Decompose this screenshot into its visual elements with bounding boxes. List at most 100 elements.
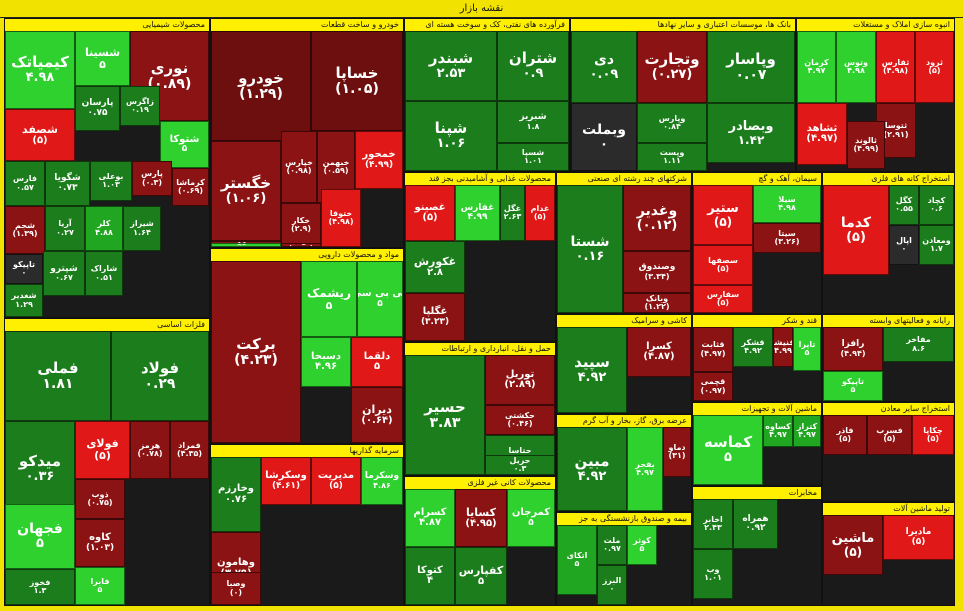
stock-tile[interactable]: دماو (۳۱) — [663, 427, 691, 477]
stock-tile[interactable]: مفاخر ۸.۶ — [883, 327, 954, 362]
stock-tile[interactable]: وبملت ۰ — [571, 103, 637, 171]
stock-tile[interactable]: وصندوق (۳.۳۴) — [623, 251, 691, 293]
stock-tile[interactable]: غصینو (۵) — [405, 185, 455, 241]
stock-tile[interactable]: تاپیکو ۰ — [5, 254, 43, 284]
stock-tile[interactable]: شسینا ۵ — [75, 31, 130, 86]
stock-tile[interactable]: کتراز ۴.۹۷ — [793, 415, 821, 447]
stock-tile[interactable]: شصفد (۵) — [5, 109, 75, 161]
stock-tile[interactable]: برکت (۴.۲۳) — [211, 261, 301, 443]
stock-tile[interactable]: وخارزم ۰.۷۶ — [211, 457, 261, 532]
stock-tile[interactable]: رافزا (۴.۹۴) — [823, 327, 883, 371]
stock-tile[interactable]: سیتا (۳.۲۶) — [753, 223, 821, 253]
stock-tile[interactable]: ثفارس (۴.۹۸) — [876, 31, 915, 103]
stock-tile[interactable]: خپارس (۰.۹۸) — [281, 131, 317, 203]
stock-tile[interactable]: غگل ۲.۶۳ — [500, 185, 525, 241]
stock-tile[interactable]: پارسان ۰.۷۵ — [75, 86, 120, 131]
stock-tile[interactable]: قچمی (۰.۹۷) — [693, 372, 733, 401]
stock-tile[interactable]: دلقما ۵ — [351, 337, 403, 387]
stock-tile[interactable]: شتران ۰.۹ — [497, 31, 569, 101]
stock-tile[interactable]: فسرب (۵) — [867, 415, 912, 455]
stock-tile[interactable]: پارس (۰.۳) — [132, 161, 172, 196]
stock-tile[interactable]: البرز ۰ — [597, 565, 627, 605]
stock-tile[interactable]: شبریز ۱.۸ — [497, 101, 569, 143]
stock-tile[interactable]: کیمیاتک ۴.۹۸ — [5, 31, 75, 109]
stock-tile[interactable]: حسیر ۳.۸۳ — [405, 355, 485, 475]
stock-tile[interactable]: سپید ۴.۹۲ — [557, 327, 627, 413]
stock-tile[interactable]: فملی ۱.۸۱ — [5, 331, 111, 421]
stock-tile[interactable]: کماسه ۵ — [693, 415, 763, 485]
stock-tile[interactable]: اخابر ۲.۴۳ — [693, 499, 733, 549]
stock-tile[interactable]: آریا ۰.۲۷ — [45, 206, 85, 251]
stock-tile[interactable]: ماشین (۵) — [823, 515, 883, 575]
stock-tile[interactable]: کی بی سی۵ — [357, 261, 403, 337]
stock-tile[interactable]: ستیر (۵) — [693, 185, 753, 245]
stock-tile[interactable]: ومعادن ۱.۷ — [919, 225, 954, 265]
stock-tile[interactable]: ثالوند (۴.۹۹) — [847, 121, 885, 169]
stock-tile[interactable]: وپست ۱.۱۱ — [637, 143, 707, 171]
stock-tile[interactable]: غگلپا (۳.۲۳) — [405, 293, 465, 341]
stock-tile[interactable]: کرمان ۴.۹۷ — [797, 31, 836, 103]
stock-tile[interactable]: فابرا ۵ — [75, 567, 125, 605]
stock-tile[interactable]: زاگرس ۰.۱۹ — [120, 86, 160, 126]
stock-tile[interactable]: دیران (۰.۶۴) — [351, 387, 403, 443]
stock-tile[interactable]: شگویا ۰.۷۳ — [45, 161, 90, 206]
stock-tile[interactable]: ثرود (۵) — [915, 31, 954, 103]
stock-tile[interactable]: میدکو ۰.۳۶ — [5, 421, 75, 516]
stock-tile[interactable]: شسپا ۱.۰۱ — [497, 143, 569, 171]
stock-tile[interactable]: مادیرا (۵) — [883, 515, 954, 560]
stock-tile[interactable]: کتوکا ۴ — [405, 547, 455, 605]
stock-tile[interactable]: خگستر (۱.۰۶) — [211, 141, 281, 241]
stock-tile[interactable]: شپترو ۰.۶۷ — [43, 251, 85, 296]
stock-tile[interactable]: کگل ۰.۵۵ — [889, 185, 919, 225]
stock-tile[interactable]: وسکرما ۴.۸۶ — [361, 457, 403, 505]
stock-tile[interactable]: فاذر (۵) — [823, 415, 867, 455]
stock-tile[interactable]: تاپیکو ۵ — [823, 371, 883, 401]
stock-tile[interactable]: وسکرشا (۴.۶۱) — [261, 457, 311, 505]
stock-tile[interactable]: قنیشا۴.۹۹ — [773, 327, 793, 367]
stock-tile[interactable]: وبصادر ۱.۴۲ — [707, 103, 795, 163]
stock-tile[interactable]: فمراد (۴.۳۵) — [170, 421, 209, 479]
stock-tile[interactable]: وپارس ۰.۸۴ — [637, 103, 707, 143]
stock-tile[interactable]: وغدیر (۰.۱۲) — [623, 185, 691, 251]
stock-tile[interactable]: خزامیا(۰.۲۸) — [281, 243, 321, 247]
stock-tile[interactable]: ریشمک ۵ — [301, 261, 357, 337]
stock-tile[interactable]: حکشتی (۰.۴۶) — [485, 405, 555, 435]
stock-tile[interactable]: شاراک ۰.۵۱ — [85, 251, 123, 296]
stock-tile[interactable]: شبندر ۲.۵۳ — [405, 31, 497, 101]
stock-tile[interactable]: دسبحا ۴.۹۶ — [301, 337, 351, 387]
stock-tile[interactable]: غکورش ۲.۸ — [405, 241, 465, 293]
stock-tile[interactable]: خزر۴.۹۷ — [211, 243, 281, 247]
stock-tile[interactable]: اتکای ۵ — [557, 525, 597, 595]
stock-tile[interactable]: وصبا (۰) — [211, 572, 261, 605]
stock-tile[interactable]: شتوکا ۵ — [160, 121, 209, 168]
stock-tile[interactable]: شجم (۱.۳۹) — [5, 206, 45, 254]
stock-tile[interactable]: حریل ۰.۳ — [485, 455, 555, 475]
stock-tile[interactable]: کاوه (۱.۰۳) — [75, 519, 125, 567]
stock-tile[interactable]: شغدیر ۱.۲۹ — [5, 284, 43, 317]
stock-tile[interactable]: فولای (۵) — [75, 421, 130, 479]
stock-tile[interactable]: وبانک (۱.۲۲) — [623, 293, 691, 313]
stock-tile[interactable]: اپال ۰ — [889, 225, 919, 265]
stock-tile[interactable]: وتجارت (۰.۲۷) — [637, 31, 707, 103]
stock-tile[interactable]: دی ۰.۰۹ — [571, 31, 637, 103]
stock-tile[interactable]: کوثر ۵ — [627, 525, 657, 565]
stock-tile[interactable]: تاپرا ۵ — [793, 327, 821, 371]
stock-tile[interactable]: کدما (۵) — [823, 185, 889, 275]
stock-tile[interactable]: خکار (۲.۹) — [281, 203, 321, 247]
stock-tile[interactable]: کسرام ۴.۸۷ — [405, 489, 455, 547]
stock-tile[interactable]: کسایا (۴.۹۵) — [455, 489, 507, 547]
stock-tile[interactable]: چکاپا (۵) — [912, 415, 954, 455]
stock-tile[interactable]: کسرا (۴.۸۷) — [627, 327, 691, 377]
stock-tile[interactable]: ختوقا (۴.۹۸) — [321, 189, 361, 247]
stock-tile[interactable]: کساوه ۴.۹۷ — [763, 415, 793, 447]
stock-tile[interactable]: مبین ۴.۹۲ — [557, 427, 627, 511]
stock-tile[interactable]: خمحور (۴.۹۹) — [355, 131, 403, 189]
stock-tile[interactable]: شستا ۰.۱۶ — [557, 185, 623, 313]
stock-tile[interactable]: توریل (۲.۸۹) — [485, 355, 555, 405]
stock-tile[interactable]: همراه ۰.۹۲ — [733, 499, 778, 549]
stock-tile[interactable]: قشکر ۴.۹۲ — [733, 327, 773, 367]
stock-tile[interactable]: کچاد ۰.۶ — [919, 185, 954, 225]
stock-tile[interactable]: شیراز ۱.۶۴ — [123, 206, 161, 251]
stock-tile[interactable]: ثشاهد (۴.۹۷) — [797, 103, 847, 165]
stock-tile[interactable]: ملت ۰.۹۷ — [597, 525, 627, 565]
